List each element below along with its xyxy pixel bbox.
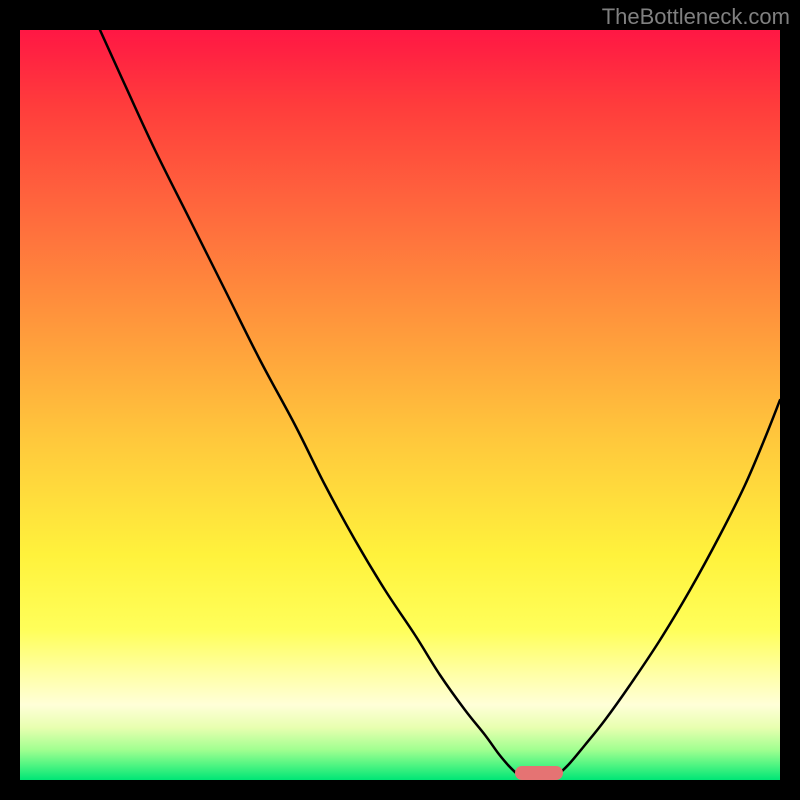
chart-container: TheBottleneck.com <box>0 0 800 800</box>
curve-overlay <box>20 30 780 780</box>
bottleneck-marker <box>515 766 563 780</box>
watermark-text: TheBottleneck.com <box>602 4 790 30</box>
plot-area <box>20 30 780 780</box>
